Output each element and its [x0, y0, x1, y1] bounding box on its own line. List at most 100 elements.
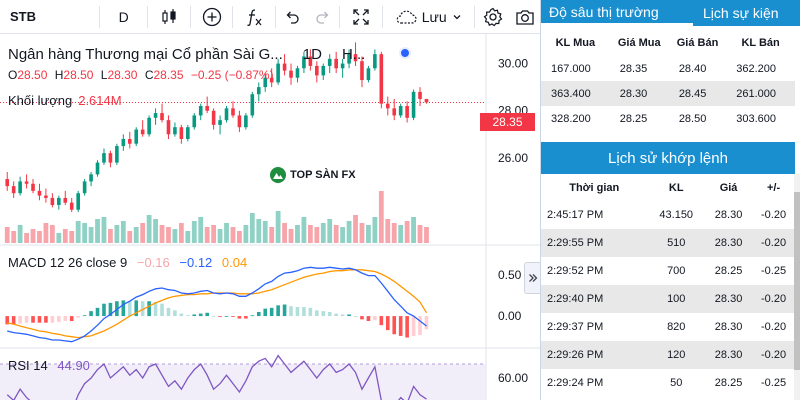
volume-bar — [359, 223, 365, 243]
candle-body — [153, 113, 158, 118]
macd-histogram-bar — [295, 307, 300, 317]
macd-histogram-bar — [108, 302, 113, 317]
volume-value: 2.614M — [78, 93, 122, 108]
toolbar-divider — [189, 5, 191, 28]
price-axis-label: 26.00 — [498, 151, 528, 165]
cloud-icon — [396, 10, 417, 24]
volume-bar — [237, 231, 242, 243]
scrollbar-thumb[interactable] — [794, 192, 800, 370]
toolbar-divider — [147, 5, 149, 28]
macd-signal-value: 0.04 — [221, 255, 248, 270]
candle-body — [276, 63, 280, 83]
macd-histogram-bar — [82, 315, 87, 317]
collapse-panel-button[interactable] — [524, 262, 540, 294]
candle-body — [250, 94, 255, 116]
macd-histogram-bar — [385, 316, 390, 331]
macd-histogram-bar — [211, 316, 216, 317]
header-time: Thời gian — [569, 181, 620, 194]
tab-market-depth[interactable]: Độ sâu thị trường — [541, 0, 693, 26]
trade-volume: 120 — [647, 341, 706, 369]
trade-price: 28.25 — [714, 377, 743, 389]
low-value: 28.30 — [107, 68, 138, 82]
macd-histogram-bar — [379, 316, 384, 326]
volume-bar — [333, 225, 339, 243]
candle-body — [379, 54, 384, 104]
trade-history-scrollbar[interactable] — [794, 174, 800, 400]
trade-time: 2:29:40 PM — [541, 285, 648, 313]
depth-header-row: KL Mua Giá Mua Giá Bán KL Bán — [541, 30, 795, 56]
chart-title-legend: Ngân hàng Thương mại Cổ phần Sài G... 1D H… — [8, 46, 412, 63]
candle-body — [76, 193, 80, 210]
macd-histogram-bar — [347, 314, 351, 317]
macd-histogram-bar — [366, 316, 371, 322]
trade-change: -0.25 — [761, 265, 787, 277]
symbol-search-button[interactable]: STB — [0, 0, 99, 34]
volume-bar — [372, 217, 378, 243]
candle-body — [166, 120, 171, 135]
table-row: 2:29:40 PM 100 28.30 -0.20 — [541, 285, 795, 313]
trade-volume: 820 — [667, 321, 686, 333]
macd-legend: MACD 12 26 close 9 −0.16 −0.12 0.04 — [8, 255, 247, 270]
macd-histogram-bar — [302, 307, 306, 317]
close-label: C — [144, 68, 154, 82]
chart-panel[interactable]: STB D — [0, 0, 540, 400]
candle-body — [11, 186, 16, 194]
macd-histogram-bar — [63, 316, 68, 322]
settings-button[interactable] — [475, 0, 511, 34]
macd-histogram-bar — [411, 316, 416, 336]
save-layout-button[interactable]: Lưu — [383, 0, 474, 34]
candle-body — [108, 153, 113, 163]
interval-button[interactable]: D — [100, 0, 147, 34]
fullscreen-button[interactable] — [340, 0, 382, 34]
candle-body — [424, 98, 429, 103]
macd-histogram-bar — [89, 311, 93, 317]
macd-histogram-bar — [224, 316, 229, 317]
undo-button[interactable] — [276, 0, 308, 34]
add-indicator-button[interactable] — [191, 0, 233, 34]
macd-histogram-bar — [69, 316, 74, 322]
buy-price: 28.35 — [619, 62, 648, 75]
candle-body — [37, 190, 42, 196]
candle-body — [398, 106, 403, 116]
macd-histogram-bar — [95, 307, 100, 317]
candle-body — [211, 110, 216, 125]
high-label: H — [54, 68, 64, 82]
table-row: 2:29:37 PM 820 28.30 -0.20 — [541, 313, 795, 341]
macd-histogram-bar — [44, 316, 48, 323]
timeframe-label: 1D — [302, 46, 322, 63]
volume-bar — [424, 227, 429, 243]
candle-body — [231, 108, 235, 116]
screenshot-button[interactable] — [510, 0, 540, 34]
macd-histogram-bar — [134, 300, 139, 317]
macd-histogram-bar — [308, 307, 313, 317]
tab-events[interactable]: Lịch sự kiện — [703, 5, 779, 21]
candle-body — [392, 108, 397, 116]
indicators-button[interactable] — [233, 0, 275, 34]
candle-body — [192, 115, 197, 128]
redo-button[interactable] — [308, 0, 340, 34]
macd-histogram-bar — [218, 316, 222, 317]
volume-bar — [69, 231, 75, 243]
buy-volume: 167.000 — [551, 62, 591, 75]
candle-body — [315, 65, 319, 76]
volume-bar — [108, 229, 113, 243]
candle-body — [308, 56, 313, 66]
macd-histogram-bar — [166, 307, 171, 317]
header-price: Giá — [719, 181, 738, 194]
macd-signal-line — [7, 269, 428, 339]
volume-bar — [411, 217, 416, 243]
rsi-band — [0, 364, 486, 400]
trade-change: -0.20 — [752, 229, 795, 257]
volume-bar — [133, 227, 139, 243]
volume-bar — [101, 217, 107, 243]
volume-bar — [217, 229, 223, 243]
toolbar-divider — [275, 5, 276, 28]
macd-axis-label: 0.00 — [498, 309, 522, 323]
volume-bar — [417, 225, 423, 243]
chart-type-button[interactable] — [148, 0, 190, 34]
macd-histogram-bar — [192, 314, 197, 317]
trade-volume: 100 — [647, 285, 706, 313]
header-change: +/- — [766, 181, 781, 194]
chevron-down-icon — [453, 14, 461, 19]
